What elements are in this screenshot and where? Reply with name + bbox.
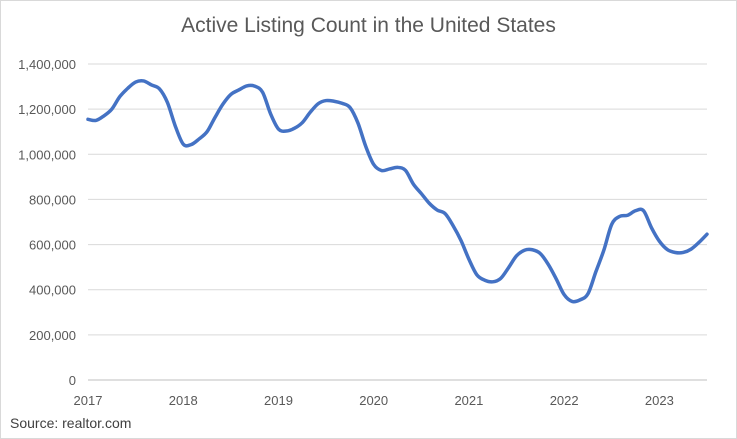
series-line [86,78,709,304]
y-tick-label: 1,200,000 [18,102,76,117]
x-tick-label: 2019 [264,393,293,408]
x-tick-label: 2018 [169,393,198,408]
source-note: Source: realtor.com [10,415,132,431]
x-tick-label: 2023 [645,393,674,408]
x-tick-label: 2022 [550,393,579,408]
x-tick-label: 2021 [454,393,483,408]
y-tick-label: 200,000 [29,328,76,343]
x-tick-label: 2017 [74,393,103,408]
y-tick-label: 1,400,000 [18,57,76,72]
x-tick-label: 2020 [359,393,388,408]
y-tick-label: 600,000 [29,238,76,253]
y-tick-label: 800,000 [29,192,76,207]
y-tick-label: 400,000 [29,283,76,298]
chart-title: Active Listing Count in the United State… [181,14,556,37]
y-tick-label: 1,000,000 [18,147,76,162]
y-tick-label: 0 [69,373,76,388]
